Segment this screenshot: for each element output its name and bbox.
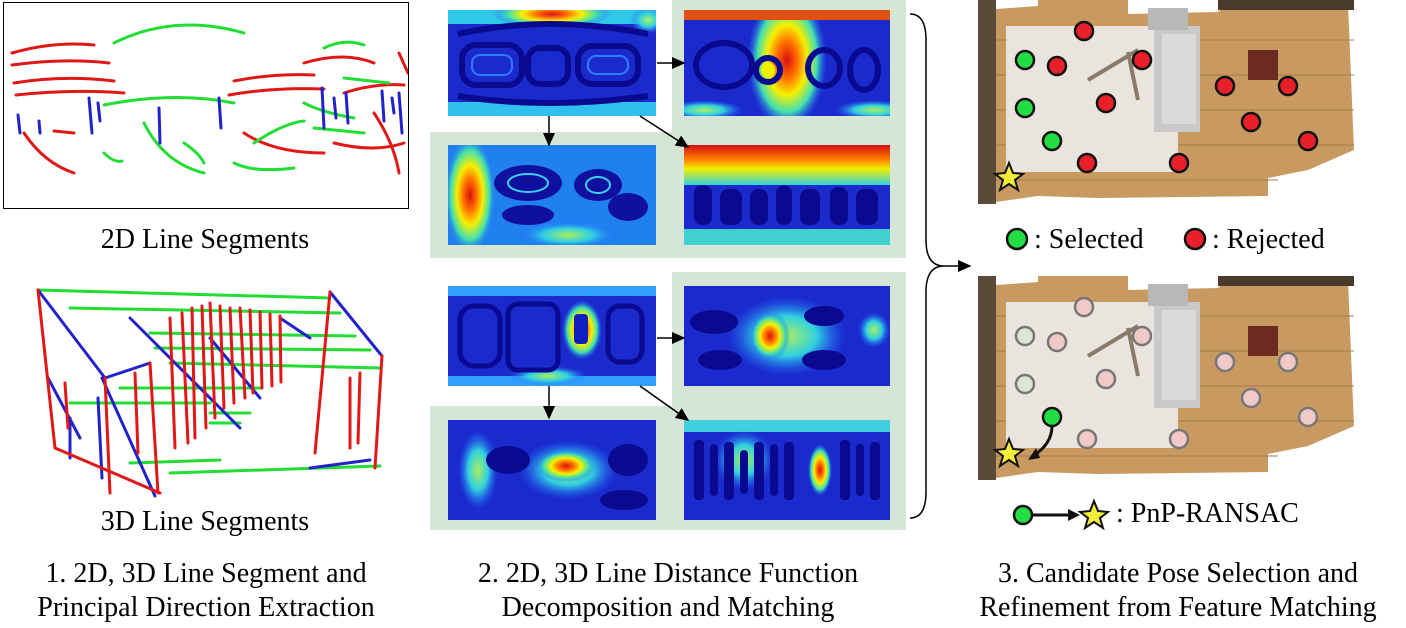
- candidate-markers-top: [992, 20, 1319, 193]
- arrow-head-icon: [1028, 448, 1040, 460]
- caption-3d-line-segments: 3D Line Segments: [100, 506, 310, 537]
- selected-candidate: [1041, 130, 1063, 152]
- faded-rejected-candidate: [1240, 387, 1262, 409]
- faded-rejected-candidate: [1214, 351, 1236, 373]
- step3-caption-line2: Refinement from Feature Matching: [979, 592, 1377, 623]
- legend-pnp-icon: [1012, 498, 1111, 531]
- floorplan-pose-refinement: [978, 276, 1362, 486]
- heatmap-3d-full: [448, 286, 656, 386]
- caption-2d-line-segments: 2D Line Segments: [100, 224, 310, 255]
- faded-rejected-candidate: [1168, 428, 1190, 450]
- refined-candidate: [1041, 406, 1063, 428]
- legend-pnp-label: : PnP-RANSAC: [1116, 498, 1299, 529]
- faded-rejected-candidate: [1073, 296, 1095, 318]
- heatmap-2d-full: [448, 10, 656, 116]
- rejected-candidate: [1214, 75, 1236, 97]
- star-icon: [992, 436, 1026, 469]
- faded-rejected-candidate: [1131, 325, 1153, 347]
- rejected-candidate: [1076, 152, 1098, 174]
- rejected-candidate: [1297, 130, 1319, 152]
- star-icon: [992, 160, 1026, 193]
- rejected-candidate: [1073, 20, 1095, 42]
- rejected-candidate: [1168, 152, 1190, 174]
- step2-caption-line2: Decomposition and Matching: [501, 592, 835, 623]
- faded-selected-candidate: [1014, 373, 1036, 395]
- faded-rejected-candidate: [1095, 368, 1117, 390]
- heatmap-2d-direction-3: [684, 145, 890, 245]
- step2-caption-line1: 2. 2D, 3D Line Distance Function: [477, 558, 859, 589]
- heatmap-2d-direction-2: [448, 145, 656, 245]
- candidate-markers-bottom: [992, 296, 1319, 469]
- line-segments-2d-panel: [3, 2, 410, 209]
- selected-candidate: [1014, 49, 1036, 71]
- line-segments-3d-figure: [10, 278, 410, 503]
- step3-caption-line1: 3. Candidate Pose Selection and: [997, 558, 1359, 589]
- heatmap-3d-direction-2: [448, 420, 656, 520]
- rejected-candidate: [1046, 55, 1068, 77]
- line-segments-2d-figure: [10, 23, 410, 175]
- rejected-candidate: [1131, 49, 1153, 71]
- faded-rejected-candidate: [1046, 331, 1068, 353]
- faded-rejected-candidate: [1277, 351, 1299, 373]
- rejected-candidate: [1240, 111, 1262, 133]
- heatmap-3d-direction-1: [684, 286, 890, 386]
- faded-selected-candidate: [1014, 325, 1036, 347]
- faded-rejected-candidate: [1076, 428, 1098, 450]
- heatmap-2d-direction-1: [684, 10, 890, 116]
- step1-caption-line2: Principal Direction Extraction: [37, 592, 375, 623]
- rejected-candidate: [1277, 75, 1299, 97]
- floorplan-candidate-selection: [978, 0, 1362, 210]
- legend-rejected-icon: [1183, 227, 1207, 251]
- faded-rejected-candidate: [1297, 406, 1319, 428]
- legend-rejected-label: : Rejected: [1212, 224, 1325, 255]
- selected-candidate: [1014, 97, 1036, 119]
- legend-selected-label: : Selected: [1034, 224, 1144, 255]
- rejected-candidate: [1095, 92, 1117, 114]
- step1-caption-line1: 1. 2D, 3D Line Segment and: [45, 558, 367, 589]
- legend-selected-icon: [1005, 227, 1029, 251]
- heatmap-3d-direction-3: [684, 420, 890, 520]
